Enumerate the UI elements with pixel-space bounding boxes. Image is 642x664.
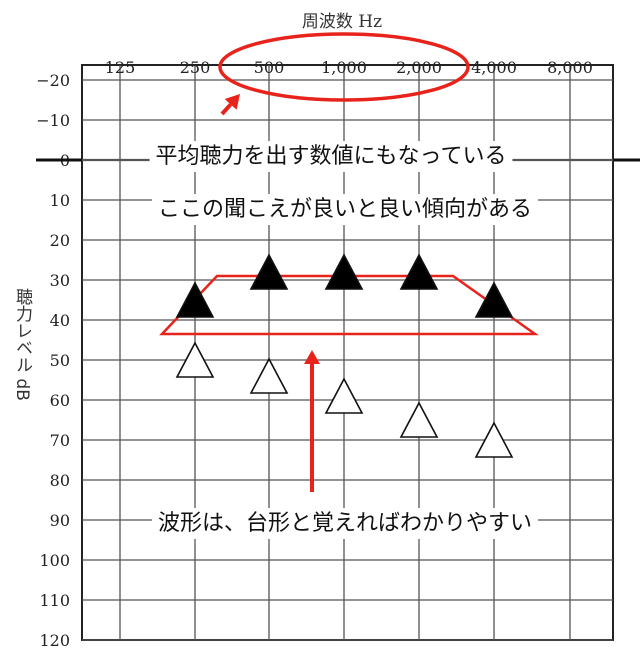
open-triangle-marker <box>474 421 514 458</box>
annotation-trapezoid-shape: 波形は、台形と覚えればわかりやすい <box>158 511 532 536</box>
annotation-good-hearing-trend: ここの聞こえが良いと良い傾向がある <box>158 197 532 222</box>
chart-title: 周波数 Hz <box>302 12 382 32</box>
open-triangle-marker <box>399 401 439 438</box>
x-tick-label: 1,000 <box>321 58 367 77</box>
y-tick-label: 80 <box>50 471 70 490</box>
annotation-background <box>151 508 539 539</box>
x-tick-label: 2,000 <box>396 58 442 77</box>
y-tick-label: 40 <box>50 311 70 330</box>
x-tick-labels: 125 250 500 1,000 2,000 4,000 8,000 <box>105 58 593 77</box>
y-tick-label: 20 <box>50 231 70 250</box>
y-tick-label: 120 <box>39 631 70 650</box>
x-tick-label: 500 <box>254 58 285 77</box>
x-tick-label: 125 <box>105 58 136 77</box>
y-tick-label: −10 <box>36 111 70 130</box>
open-triangle-marker <box>175 341 215 378</box>
y-tick-label: 100 <box>39 551 70 570</box>
arrow-to-ellipse <box>220 94 240 116</box>
y-tick-label: 60 <box>50 391 70 410</box>
open-triangle-marker <box>324 377 364 414</box>
y-tick-label: −20 <box>36 71 70 90</box>
y-tick-label: 90 <box>50 511 70 530</box>
filled-triangle-marker <box>324 253 364 290</box>
annotation-average-hearing: 平均聴力を出す数値にもなっている <box>156 144 507 169</box>
filled-triangle-marker <box>175 281 215 318</box>
annotation-background <box>149 141 513 172</box>
x-tick-label: 8,000 <box>547 58 593 77</box>
filled-triangle-marker <box>249 253 289 290</box>
annotation-backgrounds <box>149 141 539 539</box>
x-tick-label: 250 <box>180 58 211 77</box>
y-tick-label: 70 <box>50 431 70 450</box>
arrow-to-trapezoid <box>304 350 320 492</box>
annotation-background <box>151 194 539 225</box>
highlight-ellipse <box>218 32 470 102</box>
y-axis-label: 聴力レベル dB <box>12 288 33 401</box>
data-markers <box>175 253 514 458</box>
y-tick-label: 10 <box>50 191 70 210</box>
x-tick-label: 4,000 <box>471 58 517 77</box>
y-tick-label: 110 <box>39 591 70 610</box>
y-tick-label: 50 <box>50 351 70 370</box>
filled-triangle-marker <box>474 281 514 318</box>
filled-triangle-marker <box>399 253 439 290</box>
open-triangle-marker <box>249 357 289 394</box>
y-tick-labels: −20−100102030405060708090100110120 <box>36 71 70 650</box>
y-tick-label: 30 <box>50 271 70 290</box>
annotation-arrows <box>220 94 320 492</box>
